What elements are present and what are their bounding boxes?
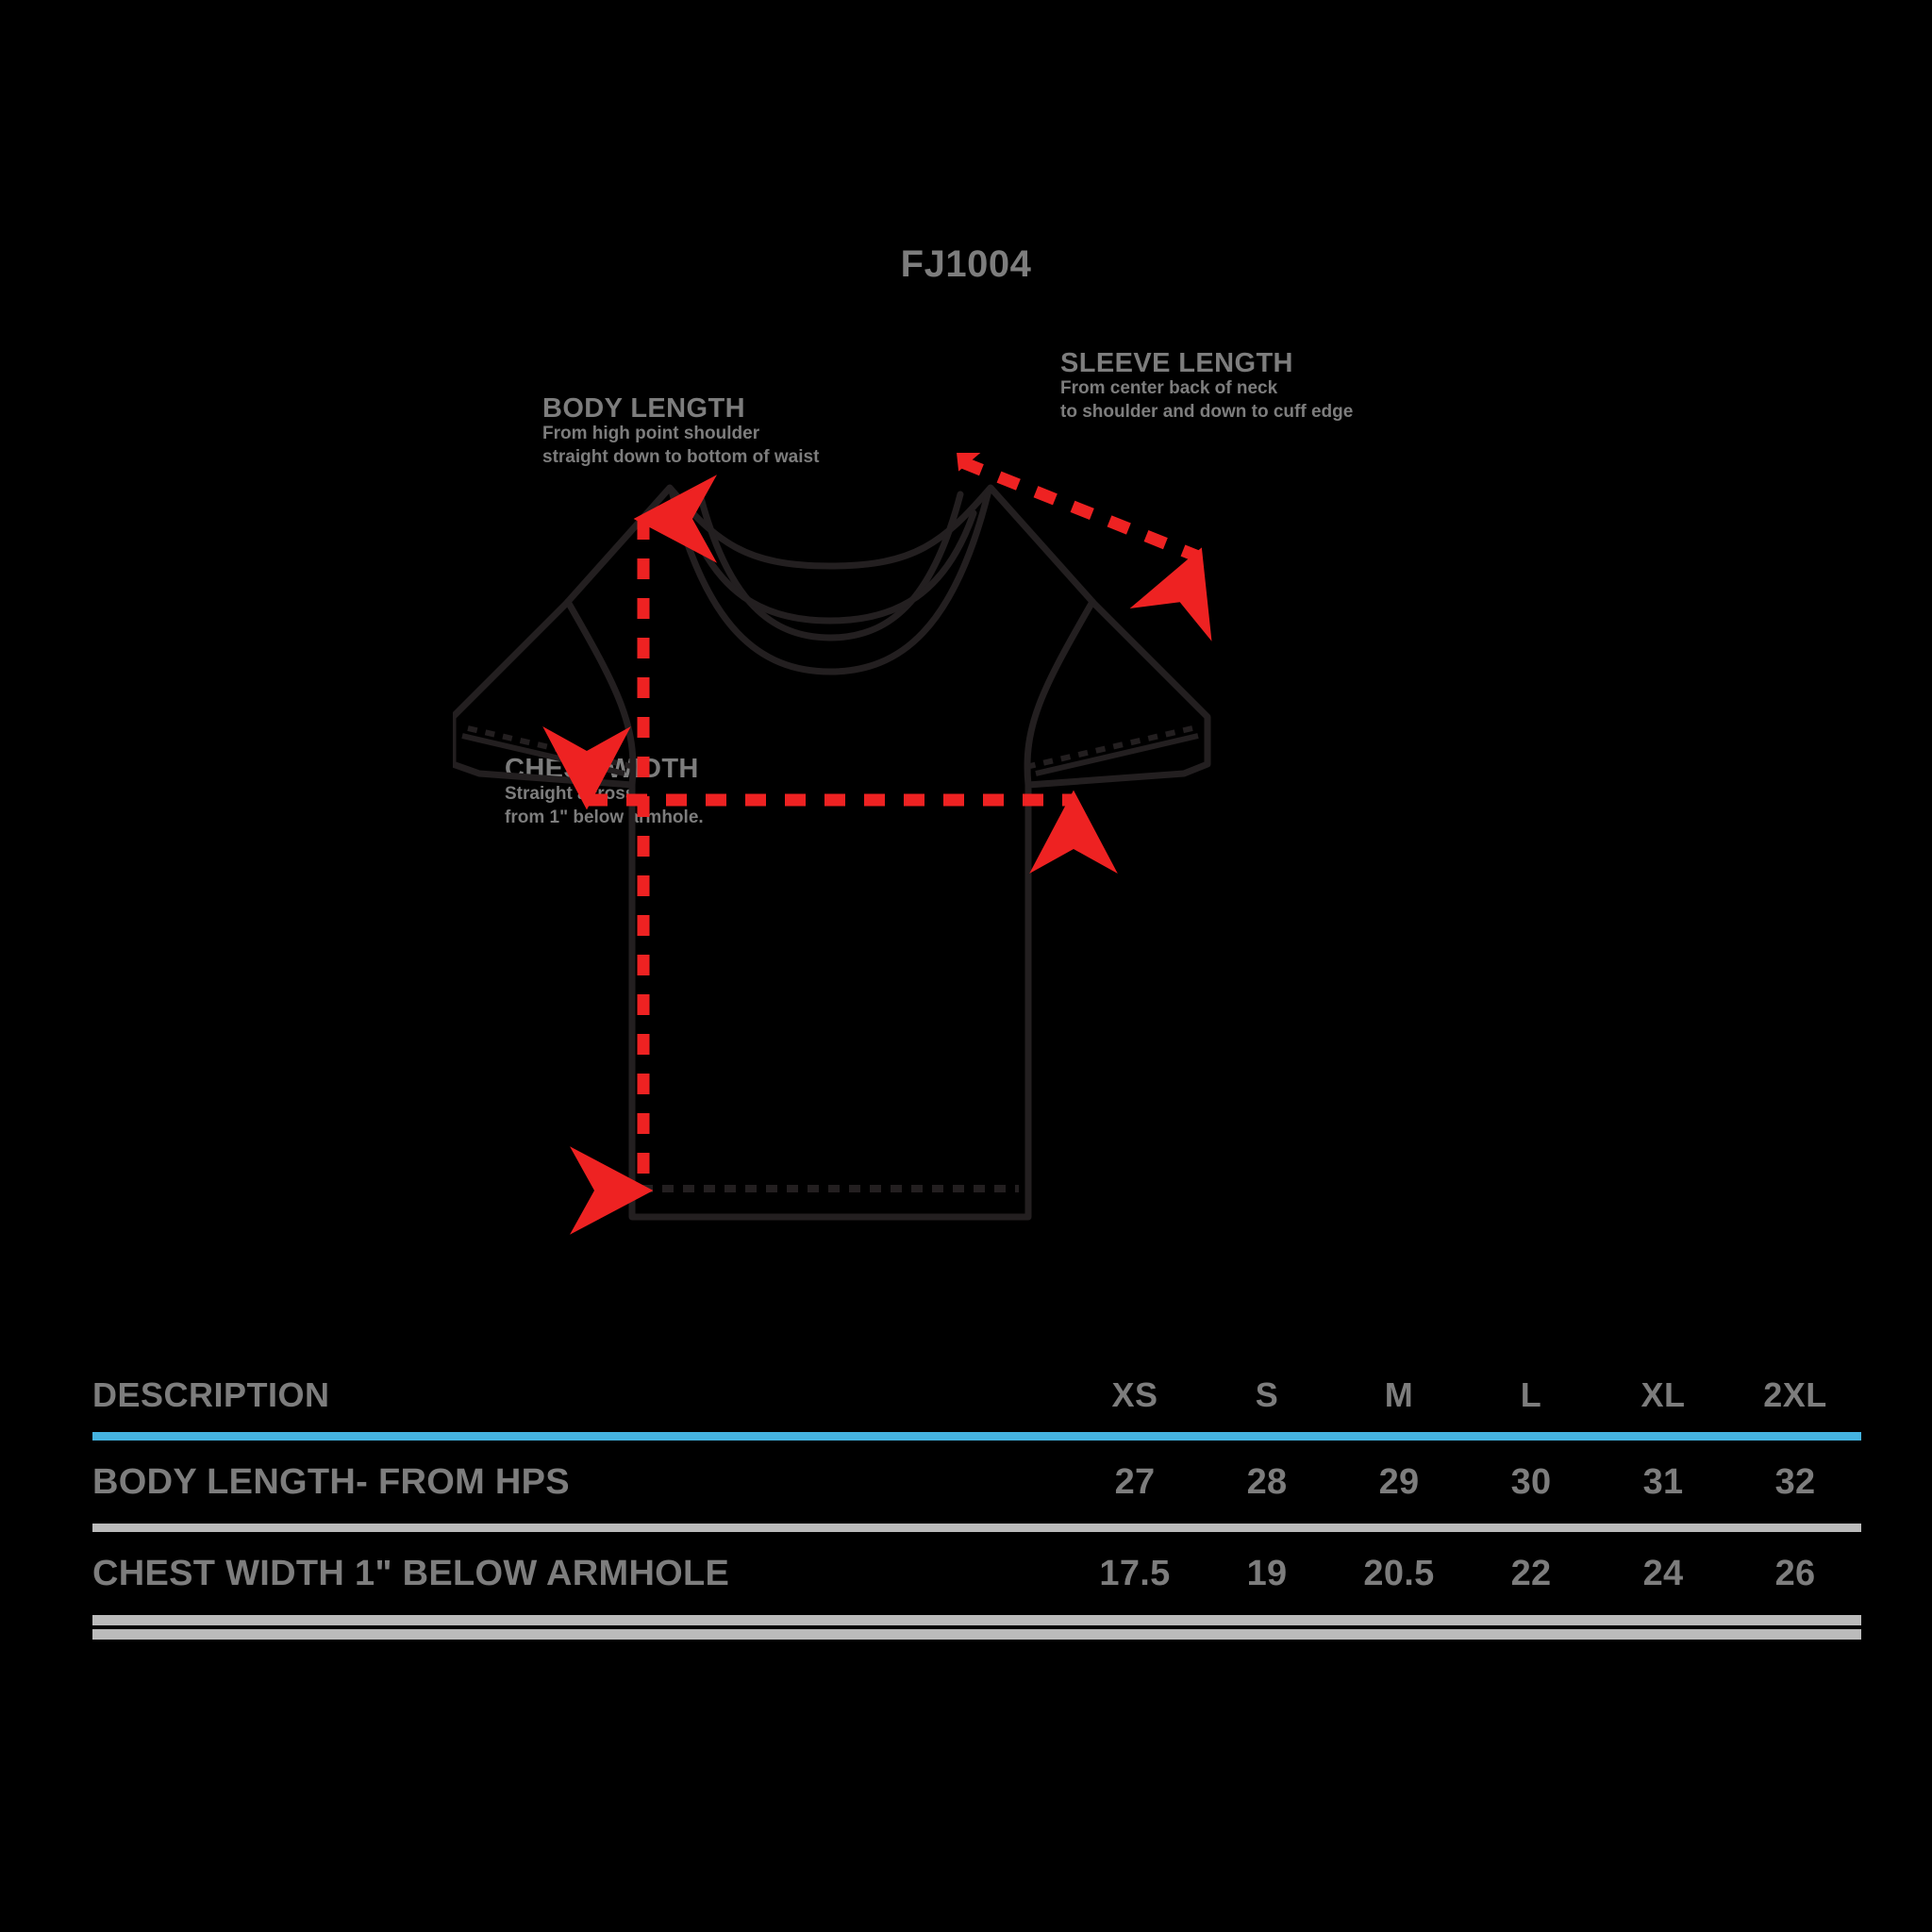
callout-body-length-title: BODY LENGTH bbox=[542, 393, 745, 424]
body-length-value-s: 28 bbox=[1246, 1461, 1288, 1502]
measurement-arrow-group bbox=[542, 377, 1212, 1235]
column-header-size-xs: XS bbox=[1111, 1375, 1158, 1414]
body-length-value-2xl: 32 bbox=[1774, 1461, 1816, 1502]
callout-sleeve-length-line1: From center back of neck bbox=[1060, 378, 1278, 399]
table-header-row: DESCRIPTION XS S M L XL 2XL bbox=[92, 1358, 1861, 1432]
chest-width-value-m: 20.5 bbox=[1363, 1553, 1435, 1593]
collar-inner-band bbox=[696, 491, 964, 641]
column-header-size-s: S bbox=[1255, 1375, 1279, 1414]
row-label-chest-width: CHEST WIDTH 1" BELOW ARMHOLE bbox=[92, 1553, 730, 1593]
callout-body-length-line1: From high point shoulder bbox=[542, 424, 760, 444]
table-row: BODY LENGTH- FROM HPS 27 28 29 30 31 32 bbox=[92, 1441, 1861, 1524]
chest-width-value-2xl: 26 bbox=[1774, 1553, 1816, 1593]
garment-body-outline bbox=[449, 484, 1211, 1221]
callout-sleeve-length: SLEEVE LENGTH From center back of neck t… bbox=[1060, 349, 1353, 424]
chest-width-value-s: 19 bbox=[1246, 1553, 1288, 1593]
column-header-size-l: L bbox=[1520, 1375, 1542, 1414]
sleeve-length-measure-arrow bbox=[948, 377, 1212, 641]
collar-outer-band bbox=[668, 487, 992, 675]
callout-body-length-line2: straight down to bottom of waist bbox=[542, 446, 820, 467]
tshirt-svg bbox=[449, 377, 1212, 1235]
column-header-description: DESCRIPTION bbox=[92, 1375, 330, 1414]
chest-width-value-xl: 24 bbox=[1642, 1553, 1684, 1593]
collar-back-neck-line bbox=[683, 509, 977, 625]
right-cuff-stitch bbox=[1029, 725, 1193, 769]
measurements-table-body-1: BODY LENGTH- FROM HPS 27 28 29 30 31 32 bbox=[92, 1441, 1861, 1524]
right-cuff-edge bbox=[1035, 733, 1199, 776]
measurements-table-body-2: CHEST WIDTH 1" BELOW ARMHOLE 17.5 19 20.… bbox=[92, 1532, 1861, 1615]
row-divider-2 bbox=[92, 1615, 1861, 1625]
left-armhole-seam bbox=[564, 598, 637, 789]
body-length-value-l: 30 bbox=[1510, 1461, 1552, 1502]
body-length-value-m: 29 bbox=[1378, 1461, 1420, 1502]
column-header-size-m: M bbox=[1384, 1375, 1414, 1414]
measurements-table: DESCRIPTION XS S M L XL 2XL BODY LENGTH-… bbox=[92, 1358, 1861, 1640]
column-header-size-2xl: 2XL bbox=[1763, 1375, 1827, 1414]
body-length-value-xs: 27 bbox=[1114, 1461, 1156, 1502]
table-row: CHEST WIDTH 1" BELOW ARMHOLE 17.5 19 20.… bbox=[92, 1532, 1861, 1615]
chest-width-value-xs: 17.5 bbox=[1099, 1553, 1171, 1593]
left-cuff-edge bbox=[461, 733, 625, 776]
page-title: FJ1004 bbox=[900, 243, 1032, 285]
header-divider-accent bbox=[92, 1432, 1861, 1441]
row-label-body-length: BODY LENGTH- FROM HPS bbox=[92, 1461, 570, 1502]
table-bottom-border bbox=[92, 1629, 1861, 1640]
callout-sleeve-length-line2: to shoulder and down to cuff edge bbox=[1060, 401, 1354, 422]
callout-sleeve-length-title: SLEEVE LENGTH bbox=[1060, 348, 1293, 378]
chest-width-value-l: 22 bbox=[1510, 1553, 1552, 1593]
row-divider-1 bbox=[92, 1524, 1861, 1532]
column-header-size-xl: XL bbox=[1641, 1375, 1686, 1414]
garment-outline-group bbox=[449, 484, 1211, 1221]
tshirt-technical-drawing bbox=[449, 377, 1491, 1236]
table-head: DESCRIPTION XS S M L XL 2XL bbox=[92, 1358, 1861, 1432]
measurements-table-element: DESCRIPTION XS S M L XL 2XL bbox=[92, 1358, 1861, 1432]
right-armhole-seam bbox=[1024, 598, 1096, 789]
body-length-value-xl: 31 bbox=[1642, 1461, 1684, 1502]
left-cuff-stitch bbox=[467, 725, 631, 769]
callout-body-length: BODY LENGTH From high point shoulder str… bbox=[542, 394, 819, 469]
